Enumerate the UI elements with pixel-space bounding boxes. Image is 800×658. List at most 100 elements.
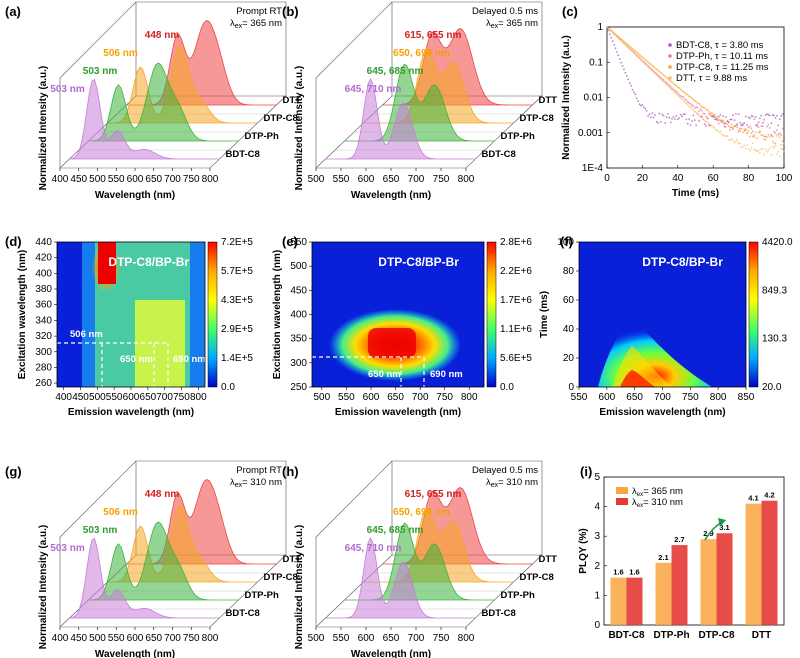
panel-label: (e) [282, 234, 298, 249]
data-point [691, 108, 693, 110]
data-point [677, 92, 679, 94]
x-tick-label: 600 [358, 174, 375, 185]
data-point [676, 85, 678, 87]
peak-label: 645, 685 nm [367, 525, 424, 536]
data-point [661, 73, 663, 75]
data-point [762, 134, 764, 136]
legend-entry: DTT, τ = 9.88 ms [676, 73, 747, 84]
x-tick-label: 750 [433, 174, 450, 185]
data-point [727, 123, 729, 125]
data-point [731, 119, 733, 121]
y-tick-label: 1 [594, 590, 600, 601]
data-point [704, 120, 706, 122]
data-point [697, 113, 699, 115]
data-point [759, 131, 761, 133]
data-point [668, 86, 670, 88]
data-point [752, 142, 754, 144]
data-point [775, 145, 777, 147]
x-tick-label: 650 [140, 392, 157, 403]
data-point [630, 47, 632, 49]
x-tick-label: 550 [571, 392, 588, 403]
data-point [676, 115, 678, 117]
peak-label: 615, 655 nm [405, 30, 462, 41]
panel-label: (f) [560, 234, 573, 249]
data-point [776, 135, 778, 137]
data-point [644, 108, 646, 110]
data-point [634, 50, 636, 52]
data-point [769, 127, 771, 129]
data-point [674, 92, 676, 94]
data-point [707, 122, 709, 124]
data-point [717, 116, 719, 118]
data-point [780, 144, 782, 146]
series-label-BDT-C8: BDT-C8 [226, 149, 260, 160]
data-point [693, 109, 695, 111]
heatmap-title: DTP-C8/BP-Br [108, 255, 189, 269]
x-tick-label: 550 [333, 633, 350, 644]
data-point [698, 110, 700, 112]
data-point [663, 81, 665, 83]
data-point [636, 51, 638, 53]
data-point [751, 147, 753, 149]
x-tick-label: 100 [776, 173, 793, 184]
x-tick-label: 20 [637, 173, 649, 184]
data-point [756, 137, 758, 139]
heatmap-d: 506 nm650 nm 690 nmDTP-C8/BP-Br400 450 500 5… [5, 234, 253, 418]
colorbar-label: 5.7E+5 [221, 266, 253, 277]
data-point [639, 54, 641, 56]
data-point [770, 122, 772, 124]
peak-label: 650, 690 nm [393, 507, 450, 518]
legend-swatch [616, 498, 628, 505]
x-tick-label: 550 [106, 392, 123, 403]
data-point [609, 29, 611, 31]
data-point [717, 120, 719, 122]
data-point [606, 26, 608, 28]
x-tick-label: 750 [682, 392, 699, 403]
series-label-DTT: DTT [539, 554, 558, 565]
y-tick-label: 440 [35, 237, 52, 248]
data-point [664, 122, 666, 124]
data-point [659, 113, 661, 115]
data-point [671, 89, 673, 91]
data-point [647, 61, 649, 63]
data-point [762, 122, 764, 124]
y-tick-label: 300 [35, 347, 52, 358]
data-point [683, 91, 685, 93]
data-point [664, 82, 666, 84]
data-point [688, 118, 690, 120]
data-point [687, 104, 689, 106]
data-point [704, 113, 706, 115]
data-point [770, 134, 772, 136]
data-point [768, 150, 770, 152]
data-point [705, 116, 707, 118]
legend-entry: BDT-C8, τ = 3.80 ms [676, 40, 764, 51]
y-axis-label: Normalized Intensity (a.u.) [294, 66, 305, 190]
data-point [718, 123, 720, 125]
series-label-BDT-C8: BDT-C8 [226, 608, 260, 619]
data-point [671, 118, 673, 120]
data-point [629, 45, 631, 47]
data-point [752, 130, 754, 132]
data-point [732, 114, 734, 116]
data-point [680, 114, 682, 116]
data-point [646, 110, 648, 112]
y-tick-label: 420 [35, 253, 52, 264]
data-point [660, 72, 662, 74]
x-tick-label: DTT [752, 630, 771, 641]
data-point [643, 106, 645, 108]
x-tick-label: 500 [308, 633, 325, 644]
data-point [782, 140, 784, 142]
y-axis-label: Excitation wavelength (nm) [17, 250, 28, 379]
data-point [612, 32, 614, 34]
data-point [617, 54, 619, 56]
data-point [742, 132, 744, 134]
data-point [634, 93, 636, 95]
data-point [659, 71, 661, 73]
data-point [769, 148, 771, 150]
data-point [678, 87, 680, 89]
x-tick-label: 550 [333, 174, 350, 185]
data-point [650, 69, 652, 71]
annotation: 650 nm [368, 369, 401, 380]
colorbar-label: 130.3 [762, 334, 787, 345]
y-axis-label: Time (ms) [539, 291, 550, 338]
